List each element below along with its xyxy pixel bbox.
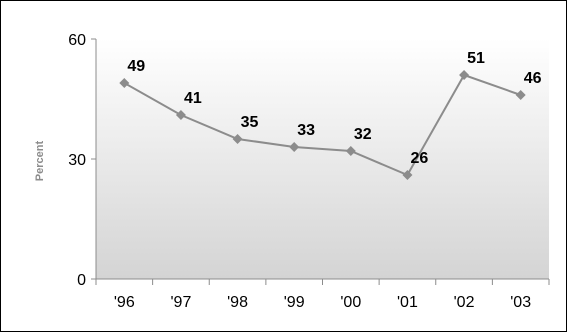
y-axis-title: Percent — [34, 140, 46, 181]
y-tick-label: 30 — [68, 152, 86, 169]
data-point-marker — [345, 146, 356, 156]
data-point-marker — [232, 134, 243, 144]
data-label: 46 — [524, 70, 542, 87]
data-label: 26 — [411, 150, 429, 167]
data-label: 35 — [241, 114, 259, 131]
x-tick-label: '03 — [510, 294, 531, 311]
data-point-marker — [119, 78, 130, 88]
x-tick-label: '99 — [284, 294, 305, 311]
x-tick-label: '02 — [454, 294, 475, 311]
y-tick-label: 60 — [68, 32, 86, 49]
series-line — [123, 73, 522, 177]
x-tick-label: '98 — [227, 294, 248, 311]
data-point-marker — [459, 70, 470, 80]
data-label: 41 — [184, 90, 202, 107]
data-point-marker — [289, 142, 300, 152]
data-point-marker — [402, 170, 413, 180]
x-tick-label: '00 — [340, 294, 361, 311]
data-point-marker — [175, 110, 186, 120]
y-tick-label: 0 — [77, 272, 86, 289]
data-label: 32 — [354, 126, 372, 143]
x-axis-ticks: '96 '97 '98 '99 '00 '01 '02 '03 — [95, 279, 550, 311]
data-label: 49 — [127, 58, 145, 75]
series — [119, 70, 526, 180]
data-labels: 49 41 35 33 32 26 51 46 — [127, 50, 541, 167]
data-label: 51 — [467, 50, 485, 67]
data-point-marker — [515, 90, 526, 100]
x-tick-label: '01 — [397, 294, 418, 311]
x-tick-label: '96 — [114, 294, 135, 311]
y-axis-ticks: 0 30 60 — [68, 32, 96, 289]
x-tick-label: '97 — [171, 294, 192, 311]
plot-area — [96, 39, 549, 279]
data-label: 33 — [297, 122, 315, 139]
